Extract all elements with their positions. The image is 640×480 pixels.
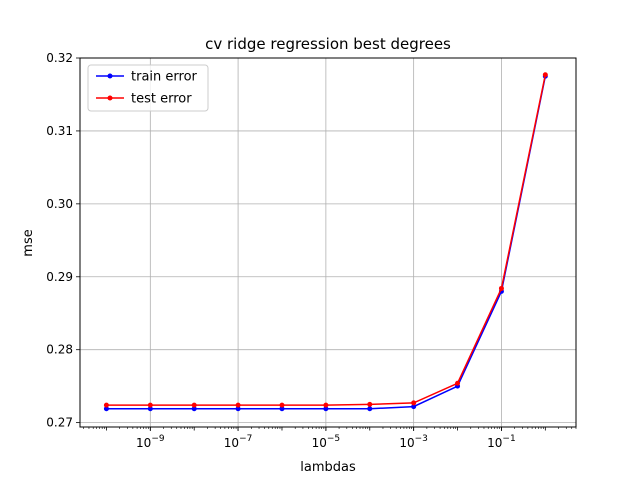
y-axis: 0.27 0.28 0.29 0.30 0.31 0.32: [46, 51, 80, 430]
y-tick-label: 0.29: [46, 270, 73, 284]
x-tick-label: 10−5: [312, 434, 341, 450]
data-point: [411, 400, 417, 406]
x-tick-label: 10−7: [224, 434, 253, 450]
data-point: [147, 406, 153, 412]
data-point: [235, 402, 241, 408]
legend-label-test: test error: [131, 92, 192, 107]
data-point: [103, 406, 109, 412]
data-point: [279, 406, 285, 412]
series-1: [103, 72, 548, 408]
x-axis-title: lambdas: [300, 460, 356, 475]
y-tick-label: 0.32: [46, 51, 73, 65]
data-point: [191, 406, 197, 412]
data-point: [191, 402, 197, 408]
data-point: [103, 402, 109, 408]
data-point: [411, 404, 417, 410]
chart-title: cv ridge regression best degrees: [205, 35, 451, 53]
legend-marker-train: [107, 73, 113, 79]
x-tick-label: 10−9: [136, 434, 165, 450]
data-point: [455, 380, 461, 386]
legend: train error test error: [87, 64, 209, 112]
x-tick-label: 10−3: [399, 434, 428, 450]
x-axis: 10−9 10−7 10−5 10−3 10−1: [83, 427, 577, 450]
data-point: [498, 285, 504, 291]
data-point: [367, 406, 373, 412]
data-point: [323, 406, 329, 412]
data-point: [323, 402, 329, 408]
y-tick-label: 0.27: [46, 416, 73, 430]
x-tick-label: 10−1: [487, 434, 516, 450]
y-tick-label: 0.31: [46, 124, 73, 138]
y-tick-label: 0.28: [46, 343, 73, 357]
data-point: [542, 72, 548, 78]
legend-label-train: train error: [131, 70, 198, 85]
data-point: [235, 406, 241, 412]
data-point: [279, 402, 285, 408]
y-tick-label: 0.30: [46, 197, 73, 211]
y-axis-title: mse: [21, 229, 36, 256]
data-point: [147, 402, 153, 408]
legend-marker-test: [107, 95, 113, 101]
plot-frame: [79, 57, 577, 428]
data-point: [367, 401, 373, 407]
series-layer: [103, 72, 548, 412]
